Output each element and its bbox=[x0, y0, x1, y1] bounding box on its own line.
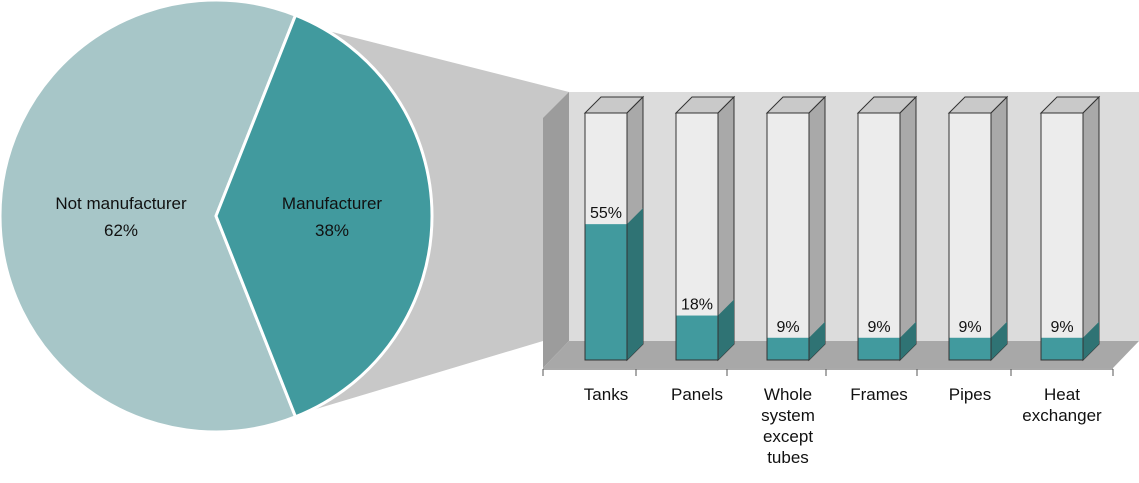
category-label: Panels bbox=[671, 385, 723, 404]
bar-side-face bbox=[990, 95, 1008, 362]
pie-label-manufacturer: Manufacturer bbox=[282, 194, 382, 213]
bar-fill bbox=[1041, 337, 1083, 360]
bar-outline bbox=[584, 112, 628, 361]
pie-percent-manufacturer: 38% bbox=[315, 221, 349, 240]
category-label: Pipes bbox=[949, 385, 992, 404]
pie-slice-not-manufacturer bbox=[0, 0, 298, 434]
category-label: Whole system except tubes bbox=[761, 385, 815, 467]
bar-value-label: 9% bbox=[958, 319, 981, 336]
pie-label-not-manufacturer: Not manufacturer bbox=[55, 194, 187, 213]
bar-1: 18% bbox=[674, 95, 736, 362]
bar-outline bbox=[948, 112, 992, 361]
bar-3: 9% bbox=[856, 95, 918, 362]
bar-value-label: 9% bbox=[776, 319, 799, 336]
bar-fill bbox=[767, 337, 809, 360]
bar-side-face bbox=[1082, 95, 1100, 362]
bar-fill bbox=[858, 337, 900, 360]
bar-outline bbox=[1040, 112, 1084, 361]
bar-fill-side bbox=[991, 321, 1007, 360]
category-label: Tanks bbox=[584, 385, 628, 404]
pie-percent-not-manufacturer: 62% bbox=[104, 221, 138, 240]
panel-left-wall bbox=[543, 92, 569, 368]
bar-5: 9% bbox=[1039, 95, 1101, 362]
bar-2: 9% bbox=[765, 95, 827, 362]
pie-chart bbox=[0, 0, 434, 434]
bar-fill bbox=[949, 337, 991, 360]
bar-fill-side bbox=[1083, 321, 1099, 360]
bar-0: 55% bbox=[583, 95, 645, 362]
bar-fill-side bbox=[718, 299, 734, 360]
bar-outline bbox=[857, 112, 901, 361]
bar-value-label: 9% bbox=[867, 319, 890, 336]
bar-4: 9% bbox=[947, 95, 1009, 362]
bar-side-face bbox=[899, 95, 917, 362]
bar-fill bbox=[676, 315, 718, 360]
bar-chart: 55% 18% 9% 9% 9% 9% bbox=[583, 95, 1101, 362]
pie-labels: Not manufacturer 62% Manufacturer 38% bbox=[55, 194, 382, 240]
bar-fill-side bbox=[809, 321, 825, 360]
bar-value-label: 9% bbox=[1050, 319, 1073, 336]
bar-outline bbox=[766, 112, 810, 361]
pie-slice-manufacturer bbox=[214, 13, 434, 419]
bar-value-label: 55% bbox=[590, 205, 622, 222]
category-label: Heat exchanger bbox=[1022, 385, 1102, 425]
bar-fill bbox=[585, 224, 627, 360]
category-label: Frames bbox=[850, 385, 908, 404]
bar-outline bbox=[675, 112, 719, 361]
bar-value-label: 18% bbox=[681, 297, 713, 314]
bar-side-face bbox=[808, 95, 826, 362]
category-labels: Tanks Panels Whole system except tubes Frames P… bbox=[584, 385, 1102, 467]
x-axis bbox=[542, 368, 1114, 376]
bar-fill-side bbox=[900, 321, 916, 360]
bar-fill-side bbox=[627, 208, 643, 360]
